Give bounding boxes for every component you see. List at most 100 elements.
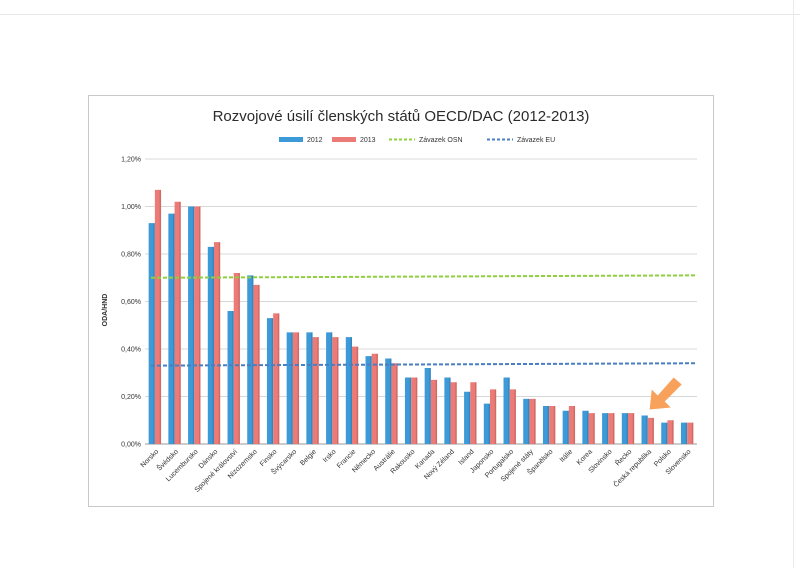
- bar-shade: [297, 332, 300, 444]
- reference-lines: [150, 274, 696, 367]
- bar-2012: [404, 377, 412, 444]
- bar-2012: [641, 415, 648, 444]
- bar-2013: [628, 413, 635, 444]
- bar-2012: [562, 410, 569, 444]
- chart-title: Rozvojové úsilí členských států OECD/DAC…: [213, 108, 590, 125]
- bar-shade: [612, 413, 615, 444]
- y-tick-label: 0,60%: [121, 299, 141, 306]
- bar-2012: [286, 332, 293, 444]
- bar-2012: [326, 332, 333, 444]
- bar-shade: [449, 377, 451, 444]
- y-axis-ticks: 0,00% 0,20% 0,40% 0,60% 0,80% 1,00% 1,20%: [121, 157, 141, 449]
- bar-2012: [503, 377, 510, 444]
- bar-2013: [509, 389, 516, 444]
- bar-2013: [214, 242, 221, 444]
- bar-2012: [247, 275, 254, 444]
- bar-shade: [277, 313, 280, 444]
- bar-shade: [409, 377, 412, 444]
- chart-svg: Rozvojové úsilí členských států OECD/DAC…: [102, 108, 697, 494]
- legend-label: 2013: [360, 137, 376, 144]
- bar-2012: [602, 413, 609, 444]
- legend-label: Závazek EU: [517, 137, 555, 144]
- bar-shade: [232, 311, 234, 444]
- bar-2013: [470, 382, 477, 444]
- bar-2012: [523, 398, 530, 444]
- bar-2012: [227, 311, 234, 444]
- bar-shade: [632, 413, 635, 444]
- bar-shade: [553, 406, 556, 444]
- bar-2013: [687, 422, 694, 444]
- bar-2012: [365, 356, 372, 444]
- bar-2012: [464, 391, 471, 444]
- bar-shade: [212, 246, 214, 444]
- bar-shade: [291, 332, 293, 444]
- bar-shade: [488, 403, 490, 444]
- y-tick-label: 1,20%: [121, 157, 141, 164]
- bar-shade: [330, 332, 333, 444]
- bar-shade: [415, 377, 418, 444]
- bar-2013: [667, 420, 674, 444]
- bar-2013: [154, 189, 162, 444]
- bar-2013: [568, 406, 576, 444]
- scan-artifact-edge: [793, 0, 794, 568]
- bar-shade: [534, 398, 536, 444]
- bar-shade: [567, 410, 569, 444]
- bar-2013: [430, 379, 438, 444]
- bar-2013: [588, 413, 595, 444]
- bar-shade: [370, 356, 372, 444]
- x-tick-label: Island: [458, 448, 476, 466]
- bar-shade: [685, 422, 688, 444]
- y-tick-label: 0,40%: [121, 347, 141, 354]
- bar-shade: [672, 420, 674, 444]
- bar-shade: [691, 422, 694, 444]
- bar-2012: [483, 403, 490, 444]
- bar-shade: [389, 358, 392, 444]
- bar-shade: [646, 415, 648, 444]
- bar-shade: [514, 389, 516, 444]
- legend-label: 2012: [307, 137, 323, 144]
- bar-shade: [474, 382, 477, 444]
- bar-2012: [188, 206, 195, 444]
- arrow-annotation: [649, 377, 682, 410]
- bar-2013: [332, 337, 339, 444]
- bar-shade: [198, 206, 201, 444]
- bar-2012: [621, 413, 628, 444]
- bar-2012: [661, 422, 668, 444]
- x-tick-label: Korea: [576, 448, 594, 466]
- bar-2013: [529, 398, 536, 444]
- bar-2012: [148, 223, 155, 444]
- scan-artifact-line: [0, 14, 800, 15]
- bar-2013: [273, 313, 280, 444]
- legend-label: Závazek OSN: [419, 137, 463, 144]
- bar-2012: [306, 332, 313, 444]
- bar-2013: [391, 363, 398, 444]
- bar-2012: [207, 246, 214, 444]
- bar-2013: [174, 201, 181, 444]
- bar-2013: [194, 206, 201, 444]
- bar-shade: [429, 368, 431, 444]
- legend-swatch: [332, 137, 356, 142]
- bar-shade: [271, 318, 274, 444]
- bar-shade: [153, 223, 155, 444]
- bar-2013: [608, 413, 615, 444]
- bar-shade: [593, 413, 595, 444]
- chart-frame: Rozvojové úsilí členských států OECD/DAC…: [88, 95, 714, 507]
- bar-shade: [192, 206, 195, 444]
- y-tick-label: 0,00%: [121, 442, 141, 449]
- bar-shade: [396, 363, 398, 444]
- bar-2012: [680, 422, 688, 444]
- bar-shade: [626, 413, 628, 444]
- bar-shade: [350, 337, 352, 444]
- bar-shade: [652, 417, 654, 444]
- bar-2012: [582, 410, 589, 444]
- bar-shade: [468, 391, 471, 444]
- bar-shade: [336, 337, 339, 444]
- y-tick-label: 0,20%: [121, 394, 141, 401]
- bar-shade: [179, 201, 181, 444]
- y-tick-label: 1,00%: [121, 204, 141, 211]
- x-tick-label: Belgie: [299, 448, 318, 467]
- bar-2013: [411, 377, 418, 444]
- bar-2012: [444, 377, 451, 444]
- x-tick-label: Irsko: [322, 448, 338, 464]
- bar-shade: [311, 332, 313, 444]
